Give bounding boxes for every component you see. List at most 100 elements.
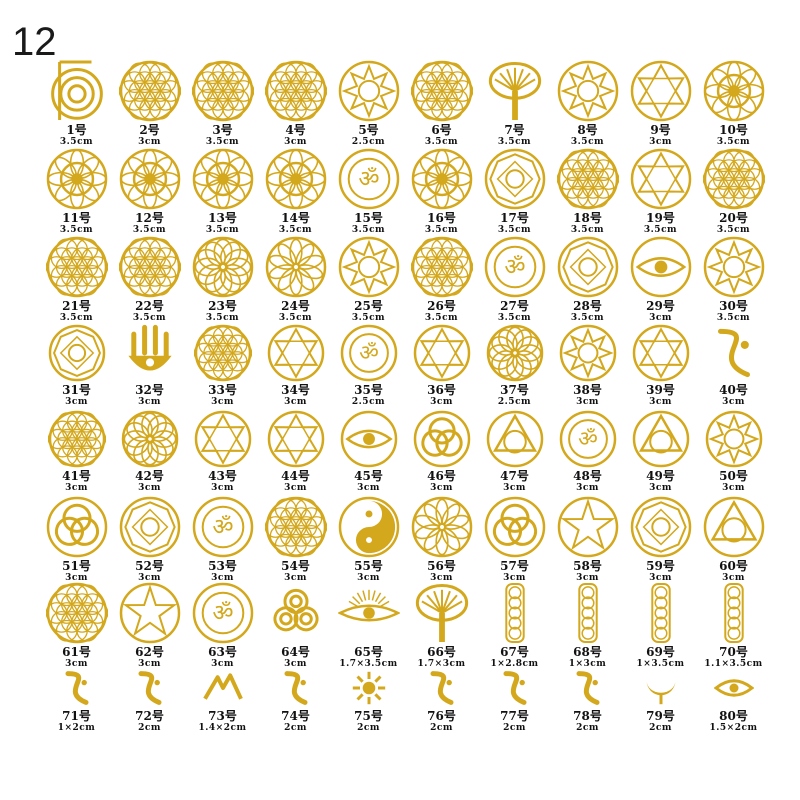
- item-size-label: 3.5cm: [716, 137, 751, 147]
- item-number-label: 10号: [719, 123, 748, 137]
- triple-circle-icon: [413, 410, 470, 468]
- item-size-label: 3cm: [284, 573, 307, 583]
- sticker-item: ॐ 53号 3cm: [186, 496, 259, 583]
- merkaba-star-icon: [630, 148, 691, 210]
- lotus-circle-icon: [411, 496, 472, 558]
- flower-of-life-icon: [45, 236, 108, 298]
- star-mandala-icon: [705, 410, 762, 468]
- sticker-item: 7号 3.5cm: [478, 60, 551, 147]
- sticker-item: 20号 3.5cm: [697, 148, 770, 235]
- hook-symbol-icon: [576, 671, 599, 705]
- item-number-label: 55号: [354, 559, 383, 573]
- sticker-item: 69号 1×3.5cm: [624, 582, 697, 669]
- item-size-label: 1×3cm: [568, 659, 607, 669]
- sticker-item: 66号 1.7×3cm: [405, 582, 478, 669]
- item-number-label: 53号: [208, 559, 237, 573]
- item-size-label: 1.7×3cm: [417, 659, 466, 669]
- item-size-label: 3.5cm: [205, 137, 240, 147]
- merkaba-star-icon: [632, 324, 689, 382]
- item-size-label: 3.5cm: [643, 225, 678, 235]
- sticker-item: 39号 3cm: [624, 324, 697, 407]
- flower-of-life-icon: [45, 582, 108, 644]
- sticker-item: 40号 3cm: [697, 324, 770, 407]
- item-number-label: 39号: [646, 383, 675, 397]
- item-size-label: 3.5cm: [132, 225, 167, 235]
- sticker-item: 13号 3.5cm: [186, 148, 259, 235]
- item-size-label: 3.5cm: [351, 313, 386, 323]
- sticker-item: 41号 3cm: [40, 410, 113, 493]
- item-number-label: 11号: [62, 211, 91, 225]
- sticker-item: 9号 3cm: [624, 60, 697, 147]
- item-number-label: 67号: [500, 645, 529, 659]
- sticker-item: ॐ 27号 3.5cm: [478, 236, 551, 323]
- star-mandala-icon: [703, 236, 764, 298]
- sticker-item: 61号 3cm: [40, 582, 113, 669]
- sticker-item: ॐ 48号 3cm: [551, 410, 624, 493]
- item-size-label: 2cm: [138, 723, 161, 733]
- item-number-label: 7号: [504, 123, 525, 137]
- star-circle-icon: [559, 324, 616, 382]
- item-number-label: 44号: [281, 469, 310, 483]
- item-number-label: 66号: [427, 645, 456, 659]
- triquetra-icon: [46, 496, 107, 558]
- bagua-icon: [630, 496, 691, 558]
- sticker-item: 19号 3.5cm: [624, 148, 697, 235]
- item-size-label: 3.5cm: [59, 137, 94, 147]
- item-number-label: 62号: [135, 645, 164, 659]
- star-of-david-mandala-icon: [630, 60, 691, 122]
- item-size-label: 3cm: [649, 573, 672, 583]
- item-size-label: 3.5cm: [278, 313, 313, 323]
- item-size-label: 3cm: [211, 573, 234, 583]
- svg-text:ॐ: ॐ: [359, 341, 379, 366]
- sticker-item: ॐ 63号 3cm: [186, 582, 259, 669]
- item-number-label: 17号: [500, 211, 529, 225]
- item-size-label: 3.5cm: [716, 225, 751, 235]
- sticker-item: 70号 1.1×3.5cm: [697, 582, 770, 669]
- item-size-label: 3cm: [211, 659, 234, 669]
- sticker-item: 32号 3cm: [113, 324, 186, 407]
- s-symbol-icon: [284, 671, 307, 705]
- hexagon-flower-icon: [118, 60, 181, 122]
- vegvisir-icon: [119, 496, 180, 558]
- rune-symbol-icon: [65, 671, 88, 705]
- item-size-label: 2cm: [284, 723, 307, 733]
- sticker-item: 6号 3.5cm: [405, 60, 478, 147]
- item-number-label: 61号: [62, 645, 91, 659]
- knot-icon: [484, 496, 545, 558]
- sticker-item: ॐ 35号 2.5cm: [332, 324, 405, 407]
- item-size-label: 3cm: [576, 397, 599, 407]
- sticker-item: 67号 1×2.8cm: [478, 582, 551, 669]
- flower-of-life-column-icon: [723, 583, 744, 643]
- item-size-label: 3.5cm: [205, 225, 240, 235]
- item-size-label: 3.5cm: [424, 313, 459, 323]
- crescent-symbol-icon: [646, 680, 675, 705]
- item-number-label: 25号: [354, 299, 383, 313]
- item-size-label: 3cm: [211, 397, 234, 407]
- item-number-label: 59号: [646, 559, 675, 573]
- sacral-chakra-icon: [46, 148, 107, 210]
- sticker-item: 64号 3cm: [259, 582, 332, 669]
- item-number-label: 3号: [212, 123, 233, 137]
- item-number-label: 76号: [427, 709, 456, 723]
- sticker-item: 62号 3cm: [113, 582, 186, 669]
- sticker-item: 75号 2cm: [332, 668, 405, 733]
- item-size-label: 3.5cm: [278, 225, 313, 235]
- om-circle-icon: ॐ: [192, 496, 253, 558]
- item-number-label: 60号: [719, 559, 748, 573]
- star-of-david-mandala-icon: [194, 410, 251, 468]
- item-size-label: 3cm: [138, 397, 161, 407]
- yin-yang-icon: [338, 496, 399, 558]
- item-number-label: 37号: [500, 383, 529, 397]
- geometric-circle-icon: ॐ: [340, 324, 397, 382]
- item-number-label: 47号: [500, 469, 529, 483]
- item-number-label: 26号: [427, 299, 456, 313]
- star-of-david-icon: [413, 324, 470, 382]
- item-number-label: 77号: [500, 709, 529, 723]
- sticker-item: 57号 3cm: [478, 496, 551, 583]
- sticker-item: 52号 3cm: [113, 496, 186, 583]
- item-number-label: 80号: [719, 709, 748, 723]
- item-number-label: 33号: [208, 383, 237, 397]
- sticker-item: 33号 3cm: [186, 324, 259, 407]
- item-number-label: 57号: [500, 559, 529, 573]
- sticker-item: 37号 2.5cm: [478, 324, 551, 407]
